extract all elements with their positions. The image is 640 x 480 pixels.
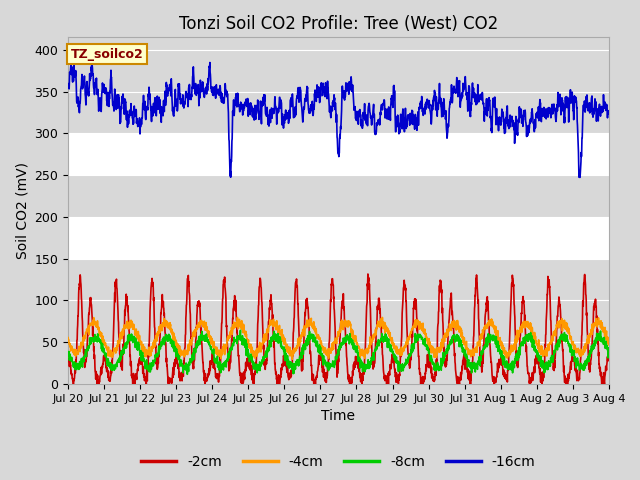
Title: Tonzi Soil CO2 Profile: Tree (West) CO2: Tonzi Soil CO2 Profile: Tree (West) CO2 xyxy=(179,15,498,33)
Legend: -2cm, -4cm, -8cm, -16cm: -2cm, -4cm, -8cm, -16cm xyxy=(136,449,541,474)
Bar xyxy=(68,133,609,175)
Bar xyxy=(68,217,609,259)
Text: TZ_soilco2: TZ_soilco2 xyxy=(71,48,143,61)
Y-axis label: Soil CO2 (mV): Soil CO2 (mV) xyxy=(15,162,29,259)
X-axis label: Time: Time xyxy=(321,409,355,423)
